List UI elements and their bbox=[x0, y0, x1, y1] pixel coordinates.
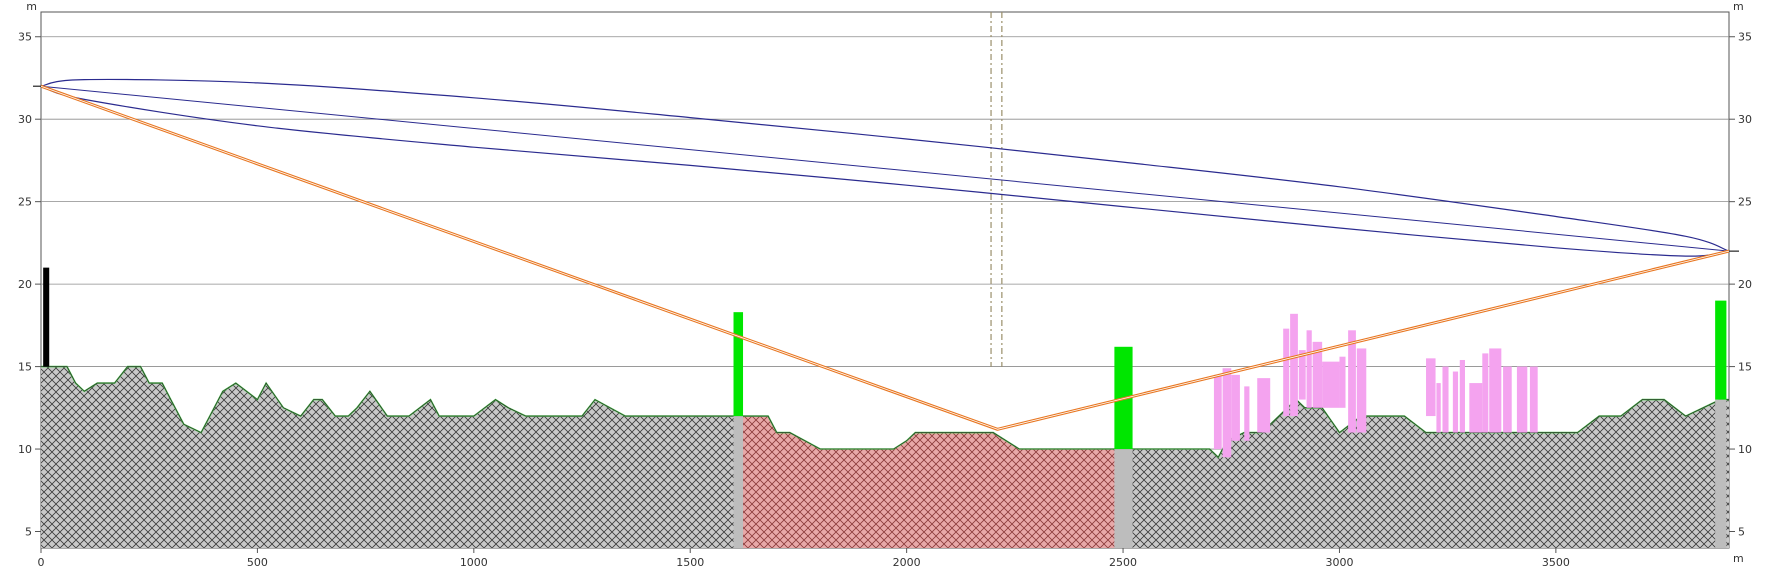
y-tick-label-left: 20 bbox=[18, 278, 32, 291]
clutter-bar bbox=[1222, 368, 1232, 458]
y-tick-label-left: 30 bbox=[18, 113, 32, 126]
axis-layer: m m m 5 5 10 10 15 15 20 20 25 25 30 30 35 35 0 500 1000… bbox=[18, 0, 1752, 569]
clutter-bar bbox=[1298, 350, 1306, 400]
clutter-bar bbox=[1306, 330, 1312, 408]
y-tick-label-right: 15 bbox=[1738, 361, 1752, 374]
y-tick-label-right: 20 bbox=[1738, 278, 1752, 291]
x-tick-label: 1500 bbox=[676, 556, 704, 569]
clutter-bar bbox=[1244, 386, 1250, 441]
terrain-outline-dark bbox=[41, 366, 1729, 458]
y-tick-label-right: 10 bbox=[1738, 443, 1752, 456]
clutter-bar bbox=[1516, 366, 1528, 433]
clutter-bar bbox=[1290, 313, 1298, 417]
x-tick-label: 3500 bbox=[1542, 556, 1570, 569]
clutter-bar bbox=[1459, 359, 1465, 433]
x-tick-label: 3000 bbox=[1325, 556, 1353, 569]
clutter-bar bbox=[1231, 374, 1240, 441]
plot-layer bbox=[41, 12, 1729, 548]
clutter-bar bbox=[1322, 361, 1340, 408]
clutter-bar bbox=[1312, 341, 1323, 408]
clutter-bar bbox=[1257, 378, 1271, 433]
clutter-bar bbox=[1452, 371, 1459, 433]
clutter-bar bbox=[1469, 383, 1483, 433]
x-tick-label: 0 bbox=[38, 556, 45, 569]
y-tick-label-right: 5 bbox=[1738, 526, 1745, 539]
x-unit-label: m bbox=[1733, 552, 1744, 565]
y-tick-label-left: 25 bbox=[18, 196, 32, 209]
line-of-sight bbox=[41, 85, 1729, 252]
clutter-bar bbox=[1436, 383, 1441, 433]
reflection-path-inner bbox=[41, 85, 1729, 430]
obstacle-support bbox=[1715, 399, 1727, 548]
clutter-bar bbox=[1529, 366, 1538, 433]
x-tick-label: 500 bbox=[247, 556, 268, 569]
clutter-bar bbox=[1426, 358, 1436, 417]
x-tick-label: 1000 bbox=[460, 556, 488, 569]
y-tick-label-right: 30 bbox=[1738, 113, 1752, 126]
clutter-bar bbox=[1482, 353, 1489, 433]
antenna-mast bbox=[43, 267, 50, 367]
clutter-bar bbox=[1489, 348, 1502, 433]
clutter-bar bbox=[1213, 374, 1222, 450]
obstacle-support bbox=[733, 416, 744, 548]
obstacle-bar bbox=[733, 312, 744, 417]
x-tick-label: 2500 bbox=[1109, 556, 1137, 569]
x-tick-label: 2000 bbox=[893, 556, 921, 569]
obstacle-bar bbox=[1715, 300, 1727, 400]
clutter-bar bbox=[1348, 330, 1356, 433]
y-tick-label-left: 35 bbox=[18, 31, 32, 44]
clutter-bar bbox=[1503, 366, 1512, 433]
clutter-bar bbox=[1356, 348, 1367, 433]
clutter-bar bbox=[1283, 328, 1290, 417]
obstacle-support bbox=[1114, 449, 1133, 548]
y-tick-label-left: 10 bbox=[18, 443, 32, 456]
y-unit-label-left: m bbox=[26, 0, 37, 13]
y-tick-label-right: 35 bbox=[1738, 31, 1752, 44]
clutter-bar bbox=[1339, 356, 1346, 408]
clutter-bar bbox=[1442, 366, 1449, 433]
fresnel-lower-line bbox=[41, 85, 1729, 257]
y-unit-label-right: m bbox=[1733, 0, 1744, 13]
y-tick-label-left: 15 bbox=[18, 361, 32, 374]
y-tick-label-left: 5 bbox=[25, 526, 32, 539]
fresnel-upper-line bbox=[41, 78, 1729, 252]
y-tick-label-right: 25 bbox=[1738, 196, 1752, 209]
